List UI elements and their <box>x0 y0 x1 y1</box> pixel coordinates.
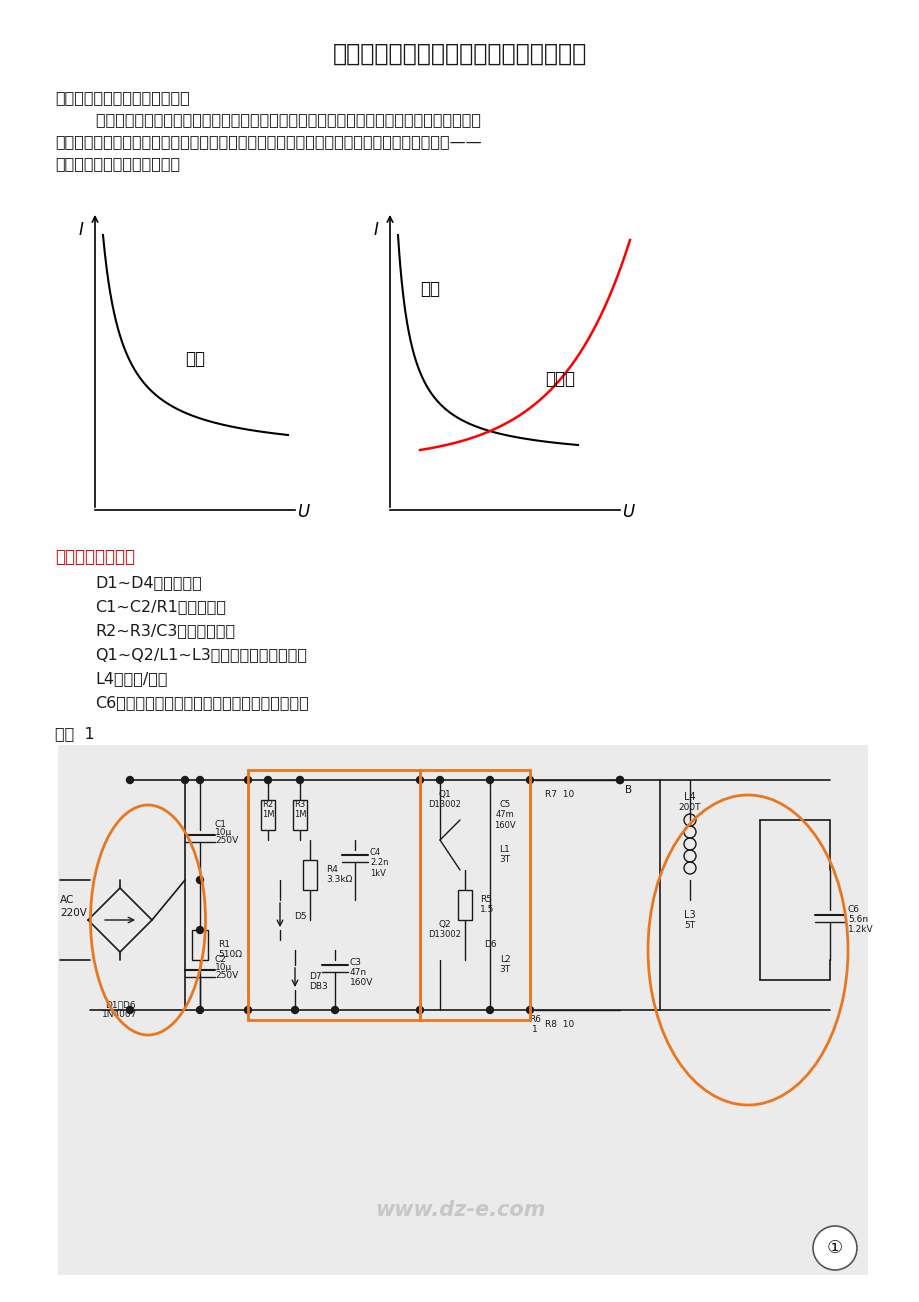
Text: Q2: Q2 <box>438 921 451 930</box>
Text: Q1~Q2/L1~L3，锯齿波振荡发生电路: Q1~Q2/L1~L3，锯齿波振荡发生电路 <box>95 647 307 661</box>
Text: 日光灯为什么必须使用整流器？: 日光灯为什么必须使用整流器？ <box>55 90 189 105</box>
Circle shape <box>197 927 203 934</box>
Circle shape <box>244 1006 251 1013</box>
Text: 10μ: 10μ <box>215 963 232 973</box>
Circle shape <box>486 776 493 784</box>
Bar <box>58 745 867 1275</box>
Text: 220V: 220V <box>60 907 86 918</box>
Circle shape <box>331 1006 338 1013</box>
Bar <box>192 930 208 960</box>
Text: 电压恒定，则多余的电压会损坏灯管。所以必须在电路上串联一个具有正系数阻抗特性的原件——: 电压恒定，则多余的电压会损坏灯管。所以必须在电路上串联一个具有正系数阻抗特性的原… <box>55 134 482 148</box>
Text: R2~R3/C3，充放电电路: R2~R3/C3，充放电电路 <box>95 622 235 638</box>
Text: U: U <box>297 503 309 521</box>
Bar <box>248 769 420 1019</box>
Circle shape <box>416 1006 423 1013</box>
Text: 510Ω: 510Ω <box>218 950 242 960</box>
Text: 图表  1: 图表 1 <box>55 727 95 741</box>
Text: 由于日光灯具有负系数的阻抗特性：电流越大，电阻越小，灯管两端电压逐渐减小。而电源: 由于日光灯具有负系数的阻抗特性：电流越大，电阻越小，灯管两端电压逐渐减小。而电源 <box>55 112 481 128</box>
Text: www.dz-e.com: www.dz-e.com <box>374 1200 545 1220</box>
Text: L2
3T: L2 3T <box>499 954 510 974</box>
Circle shape <box>244 776 251 784</box>
Text: D1～D6: D1～D6 <box>105 1000 135 1009</box>
Text: 1.5: 1.5 <box>480 905 494 914</box>
Text: 250V: 250V <box>215 836 238 845</box>
Circle shape <box>291 1006 298 1013</box>
Text: 灯管: 灯管 <box>185 350 205 368</box>
Bar <box>420 769 529 1019</box>
Bar <box>261 799 275 829</box>
Text: 5.6n: 5.6n <box>847 915 868 924</box>
Text: ①: ① <box>826 1240 842 1256</box>
Text: 1.2kV: 1.2kV <box>847 924 873 934</box>
Text: 3.3kΩ: 3.3kΩ <box>325 875 352 884</box>
Text: C1: C1 <box>215 820 227 829</box>
Text: C2: C2 <box>215 954 227 963</box>
Circle shape <box>486 1006 493 1013</box>
Text: D6: D6 <box>483 940 495 949</box>
Bar <box>302 861 317 891</box>
Text: L4，起辉/限流: L4，起辉/限流 <box>95 671 167 686</box>
Text: C6，灯管运行中通过微小电流，辅助加热灯丝。: C6，灯管运行中通过微小电流，辅助加热灯丝。 <box>95 695 309 710</box>
Text: 日光灯电子整流器电路工作原理及电路图: 日光灯电子整流器电路工作原理及电路图 <box>333 42 586 66</box>
Text: C3: C3 <box>349 958 361 967</box>
Text: B: B <box>624 785 631 796</box>
Text: DB3: DB3 <box>309 982 327 991</box>
Text: L1
3T: L1 3T <box>499 845 510 865</box>
Circle shape <box>616 776 623 784</box>
Bar <box>292 799 307 829</box>
Text: 10μ: 10μ <box>215 828 232 837</box>
Text: C5
47m
160V: C5 47m 160V <box>494 799 516 829</box>
Circle shape <box>526 1006 533 1013</box>
Circle shape <box>436 776 443 784</box>
Text: R3
1M: R3 1M <box>293 799 306 819</box>
Text: I: I <box>78 221 84 240</box>
Circle shape <box>526 776 533 784</box>
Text: R4: R4 <box>325 865 337 874</box>
Text: I: I <box>373 221 378 240</box>
Text: C4
2.2n
1kV: C4 2.2n 1kV <box>369 848 388 878</box>
Circle shape <box>812 1226 857 1269</box>
Text: 47n: 47n <box>349 967 367 976</box>
Text: R2
1M: R2 1M <box>262 799 274 819</box>
Text: D1~D4，整流电路: D1~D4，整流电路 <box>95 575 201 590</box>
Text: 灯管: 灯管 <box>420 280 439 298</box>
Circle shape <box>127 776 133 784</box>
Text: 250V: 250V <box>215 971 238 980</box>
Text: R5: R5 <box>480 894 492 904</box>
Text: L3: L3 <box>684 910 695 921</box>
Circle shape <box>296 776 303 784</box>
Text: U: U <box>621 503 633 521</box>
Circle shape <box>265 776 271 784</box>
Text: 第一种电路简介：: 第一种电路简介： <box>55 548 135 566</box>
Text: L4: L4 <box>684 792 695 802</box>
Text: C1~C2/R1，稳压电路: C1~C2/R1，稳压电路 <box>95 599 226 615</box>
Text: 200T: 200T <box>678 803 700 812</box>
Text: 整流器: 整流器 <box>544 370 574 388</box>
Circle shape <box>127 1006 133 1013</box>
Text: D7: D7 <box>309 973 322 980</box>
Text: 整流器，来分担多余的电压。: 整流器，来分担多余的电压。 <box>55 156 180 171</box>
Text: D5: D5 <box>294 911 306 921</box>
Text: R1: R1 <box>218 940 230 949</box>
Circle shape <box>416 776 423 784</box>
Text: 160V: 160V <box>349 978 373 987</box>
Text: 5T: 5T <box>684 921 695 930</box>
Text: D13002: D13002 <box>428 799 461 809</box>
Text: R7  10: R7 10 <box>544 790 573 799</box>
Text: D13002: D13002 <box>428 930 461 939</box>
Circle shape <box>181 776 188 784</box>
Text: C6: C6 <box>847 905 859 914</box>
Circle shape <box>197 876 203 884</box>
Circle shape <box>197 776 203 784</box>
Text: Q1: Q1 <box>438 790 451 799</box>
Circle shape <box>616 776 623 784</box>
Text: R8  10: R8 10 <box>544 1019 573 1029</box>
Bar <box>458 891 471 921</box>
Text: R6
1: R6 1 <box>528 1016 540 1034</box>
Text: AC: AC <box>60 894 74 905</box>
Circle shape <box>197 1006 203 1013</box>
Text: 1N4007: 1N4007 <box>102 1010 138 1019</box>
